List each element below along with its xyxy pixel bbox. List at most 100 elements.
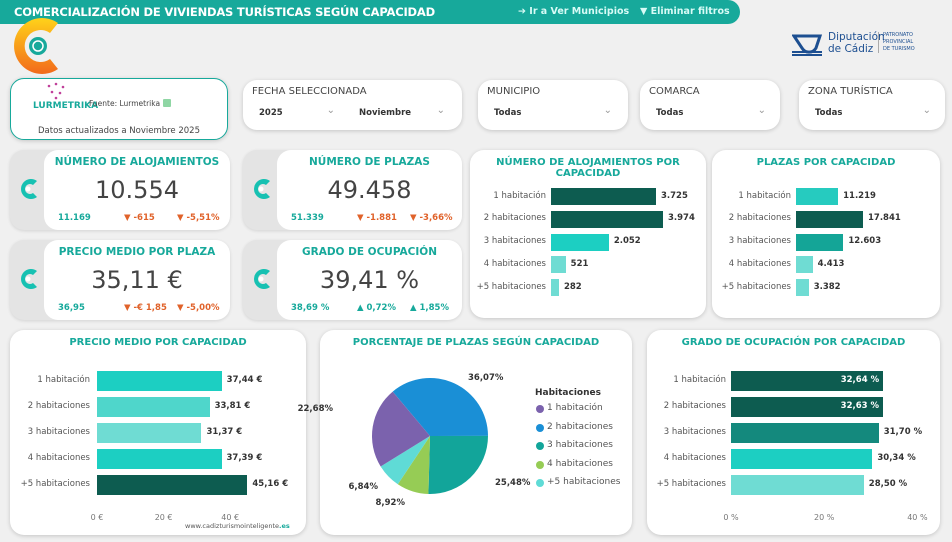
bar[interactable]: [731, 449, 873, 469]
comarca-slicer: COMARCA Todas ⌄: [640, 80, 780, 130]
clear-filters-button[interactable]: ▼ Eliminar filtros: [640, 6, 730, 17]
x-tick-label: 0 %: [723, 513, 739, 522]
x-tick-label: 40 €: [221, 513, 240, 522]
bar[interactable]: [731, 371, 884, 391]
chevron-down-icon: ⌄: [757, 105, 766, 116]
bar-value-label: 2.052: [613, 236, 641, 247]
kpi-previous: 11.169: [58, 213, 91, 223]
legend-marker[interactable]: [536, 460, 544, 469]
bar-value-label: 4.413: [817, 258, 845, 269]
zona-turistica-dropdown[interactable]: Todas ⌄: [807, 104, 937, 122]
kpi-value: 49.458: [327, 176, 412, 204]
lurmetrika-logo: LURMETRIKA: [33, 101, 99, 111]
x-tick-label: 20 %: [814, 513, 835, 522]
legend-item[interactable]: 3 habitaciones: [547, 440, 613, 450]
bar[interactable]: [796, 210, 863, 228]
bar[interactable]: [97, 475, 248, 495]
kpi-pct: ▼ -5,00%: [177, 303, 220, 313]
bar-value-label: 32,63 %: [840, 401, 880, 411]
kpi-title: NÚMERO DE PLAZAS: [309, 156, 430, 168]
pie-data-label: 6,84%: [348, 482, 379, 492]
bar[interactable]: [551, 256, 566, 274]
bar[interactable]: [97, 423, 202, 443]
legend-marker[interactable]: [536, 479, 544, 487]
bar-value-label: 521: [570, 258, 589, 269]
chevron-down-icon: ⌄: [326, 105, 335, 116]
info-c-icon[interactable]: [252, 268, 272, 290]
kpi-diff: ▼ -615: [124, 213, 155, 223]
bar[interactable]: [796, 256, 813, 274]
info-c-icon[interactable]: [19, 268, 39, 290]
arrow-right-icon: ➔: [518, 6, 530, 17]
kpi-card: NÚMERO DE PLAZAS 49.458 51.339 ▼ -1.881 …: [243, 150, 462, 230]
bar[interactable]: [551, 279, 559, 297]
legend-item[interactable]: 2 habitaciones: [547, 421, 613, 432]
bar-value-label: 37,44 €: [226, 375, 263, 385]
pie-slice[interactable]: [428, 435, 488, 494]
bar-category-label: 3 habitaciones: [728, 236, 791, 247]
month-dropdown[interactable]: Noviembre ⌄: [351, 104, 451, 122]
bar-category-label: 4 habitaciones: [728, 258, 791, 269]
legend-marker[interactable]: [536, 405, 544, 413]
bar-category-label: +5 habitaciones: [656, 479, 726, 489]
x-tick-label: 0 €: [90, 513, 104, 522]
bar[interactable]: [551, 210, 663, 228]
bar-category-label: +5 habitaciones: [476, 281, 546, 292]
bar[interactable]: [97, 371, 222, 391]
bar[interactable]: [97, 397, 210, 417]
info-c-icon[interactable]: [252, 178, 272, 200]
pie-data-label: 36,07%: [468, 373, 504, 383]
bar[interactable]: [97, 449, 222, 469]
bar-category-label: 4 habitaciones: [27, 453, 90, 463]
kpi-pct: ▲ 1,85%: [410, 303, 449, 313]
info-c-icon[interactable]: [19, 178, 39, 200]
cadiz-turismo-logo: [14, 18, 58, 75]
bar-category-label: +5 habitaciones: [20, 479, 90, 489]
pie-slice[interactable]: [397, 436, 430, 494]
legend-item[interactable]: 4 habitaciones: [547, 458, 613, 469]
bar-category-label: 3 habitaciones: [483, 236, 546, 247]
legend-item[interactable]: 1 habitación: [547, 403, 603, 413]
bar[interactable]: [731, 475, 864, 495]
kpi-title: NÚMERO DE ALOJAMIENTOS: [54, 156, 220, 168]
website-link[interactable]: www.cadizturismointeligente.es: [185, 522, 290, 530]
bar[interactable]: [551, 188, 656, 205]
legend-marker[interactable]: [536, 442, 544, 450]
bar-category-label: 1 habitación: [493, 190, 546, 201]
bar-value-label: 33,81 €: [214, 401, 251, 411]
bar[interactable]: [731, 397, 884, 417]
pie-data-label: 8,92%: [375, 498, 406, 508]
municipio-dropdown[interactable]: Todas ⌄: [486, 104, 618, 122]
go-to-municipios-button[interactable]: ➔ Ir a Ver Municipios: [518, 6, 630, 17]
bar-category-label: 2 habitaciones: [27, 401, 90, 411]
page-title: COMERCIALIZACIÓN DE VIVIENDAS TURÍSTICAS…: [14, 5, 435, 19]
kpi-card: PRECIO MEDIO POR PLAZA 35,11 € 36,95 ▼ -…: [10, 240, 230, 320]
comarca-dropdown[interactable]: Todas ⌄: [648, 104, 772, 122]
bar[interactable]: [551, 233, 609, 251]
pie-slice[interactable]: [392, 378, 488, 436]
bar[interactable]: [731, 423, 879, 443]
kpi-pct: ▼ -5,51%: [177, 213, 220, 223]
pie-slice[interactable]: [380, 436, 430, 485]
legend-marker[interactable]: [536, 423, 544, 432]
bar-category-label: 1 habitación: [738, 190, 791, 201]
bar-value-label: 37,39 €: [226, 453, 263, 463]
kpi-title: GRADO DE OCUPACIÓN: [301, 246, 437, 258]
kpi-card: GRADO DE OCUPACIÓN 39,41 % 38,69 % ▲ 0,7…: [243, 240, 462, 320]
kpi-value: 35,11 €: [91, 266, 183, 294]
bar[interactable]: [796, 233, 844, 251]
x-tick-label: 20 €: [154, 513, 173, 522]
info-note-icon[interactable]: [163, 99, 171, 107]
kpi-previous: 51.339: [291, 213, 324, 223]
bar-category-label: 1 habitación: [673, 375, 726, 385]
bar-category-label: 2 habitaciones: [663, 401, 726, 411]
year-dropdown[interactable]: 2025 ⌄: [251, 104, 341, 122]
legend-item[interactable]: +5 habitaciones: [547, 477, 621, 487]
bar-value-label: 11.219: [843, 190, 876, 201]
kpi-diff: ▼ -1.881: [357, 213, 397, 223]
bar-category-label: +5 habitaciones: [721, 281, 791, 292]
bar[interactable]: [796, 279, 809, 297]
pie-slice[interactable]: [372, 391, 430, 467]
bar[interactable]: [796, 188, 839, 205]
